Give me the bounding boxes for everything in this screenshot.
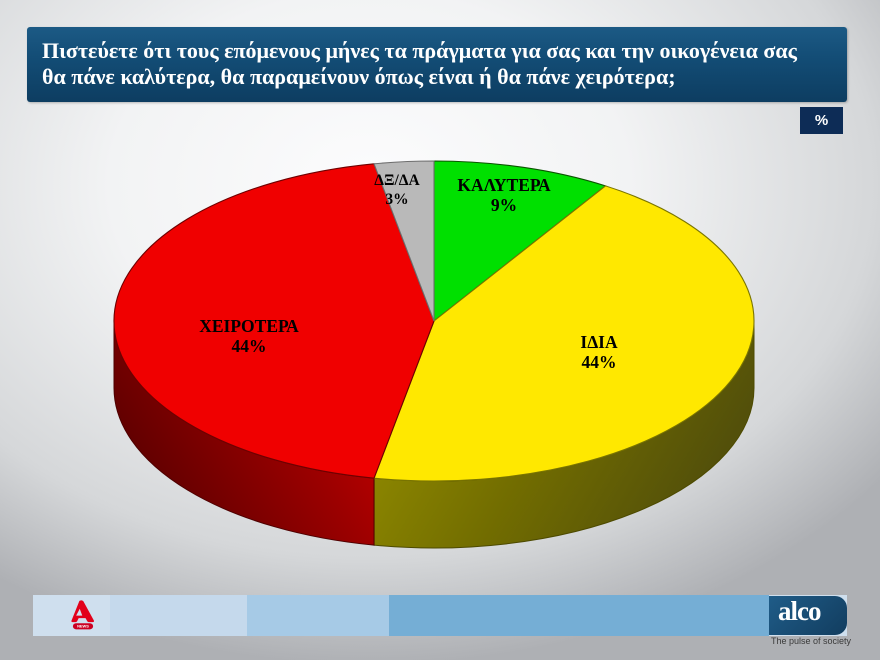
svg-text:NEWS: NEWS <box>77 624 89 629</box>
